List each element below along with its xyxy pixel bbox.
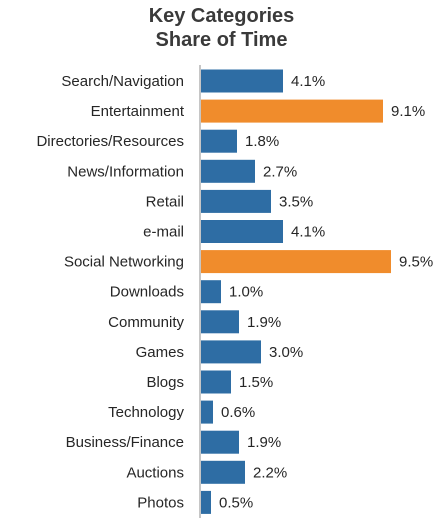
bar: [201, 280, 221, 304]
value-label: 1.5%: [239, 374, 273, 391]
value-label: 1.9%: [247, 314, 281, 331]
chart-title: Key Categories: [148, 5, 295, 27]
bar: [201, 340, 261, 364]
bar: [201, 220, 283, 243]
category-label: Community: [108, 314, 184, 331]
bar: [201, 99, 383, 123]
category-label: Business/Finance: [66, 434, 184, 451]
category-label: Downloads: [110, 284, 184, 301]
bar: [201, 370, 231, 394]
value-label: 9.5%: [399, 254, 433, 271]
chart-subtitle: Share of Time: [155, 29, 288, 51]
bar: [201, 400, 213, 424]
value-label: 3.5%: [279, 193, 313, 210]
bar: [201, 430, 239, 454]
value-label: 4.1%: [291, 73, 325, 90]
bar: [201, 490, 211, 514]
category-label: Technology: [108, 404, 184, 421]
value-label: 1.8%: [245, 133, 279, 150]
bar: [201, 310, 239, 334]
value-label: 3.0%: [269, 344, 303, 361]
value-label: 0.5%: [219, 494, 253, 511]
category-label: Blogs: [146, 374, 184, 391]
category-label: Games: [136, 344, 184, 361]
category-label: Search/Navigation: [61, 73, 184, 90]
category-label: Auctions: [126, 464, 184, 481]
value-label: 2.7%: [263, 163, 297, 180]
bar: [201, 129, 237, 153]
value-label: 0.6%: [221, 404, 255, 421]
category-label: Entertainment: [91, 103, 185, 120]
value-label: 9.1%: [391, 103, 425, 120]
category-label: Directories/Resources: [36, 133, 184, 150]
bar: [201, 159, 255, 183]
bar: [201, 250, 391, 274]
value-label: 1.9%: [247, 434, 281, 451]
bar: [201, 69, 283, 93]
category-label: Social Networking: [64, 254, 184, 271]
bar: [201, 460, 245, 484]
category-label: News/Information: [67, 163, 184, 180]
value-label: 4.1%: [291, 224, 325, 241]
value-label: 1.0%: [229, 284, 263, 301]
category-label: Photos: [137, 494, 184, 511]
value-label: 2.2%: [253, 464, 287, 481]
category-label: e-mail: [143, 224, 184, 241]
bar: [201, 189, 271, 213]
category-label: Retail: [146, 193, 184, 210]
